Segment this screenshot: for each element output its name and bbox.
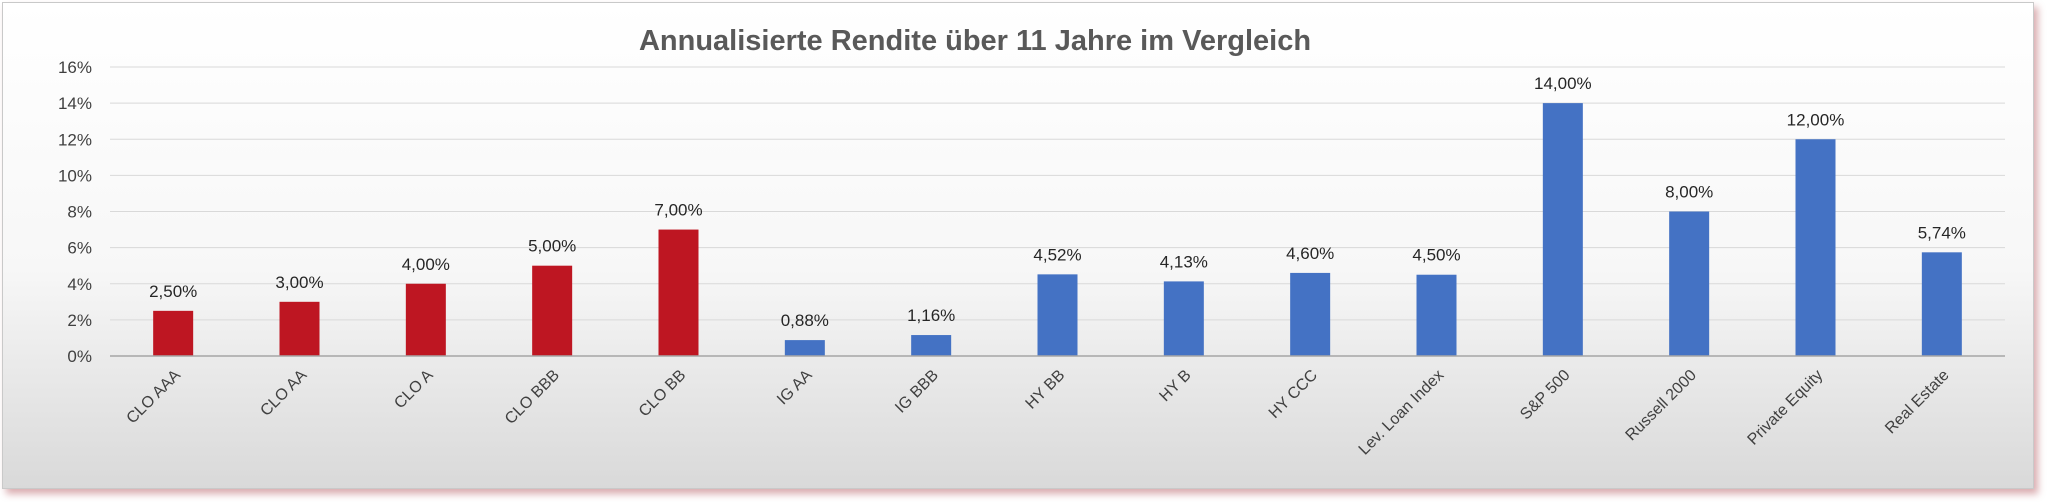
- bar: [1669, 211, 1710, 356]
- x-tick-label: CLO A: [391, 367, 437, 413]
- x-tick-label: Lev. Loan Index: [1356, 367, 1448, 459]
- y-tick-label: 16%: [58, 58, 92, 77]
- x-tick-label: Real Estate: [1882, 367, 1953, 438]
- data-label: 4,00%: [402, 255, 450, 274]
- y-tick-label: 4%: [67, 275, 92, 294]
- x-tick-label: CLO AAA: [124, 367, 185, 428]
- data-label: 4,50%: [1412, 246, 1460, 265]
- x-tick-label: CLO BB: [636, 367, 690, 421]
- y-tick-label: 10%: [58, 166, 92, 185]
- y-tick-label: 8%: [67, 203, 92, 222]
- x-tick-label: CLO AA: [257, 367, 310, 420]
- bar: [911, 335, 952, 356]
- bar: [1542, 103, 1583, 356]
- x-tick-label: HY CCC: [1266, 367, 1321, 422]
- x-tick-label: Russell 2000: [1623, 367, 1701, 445]
- bar: [658, 229, 699, 356]
- x-tick-label: CLO BBB: [502, 367, 563, 428]
- bar: [405, 283, 446, 356]
- x-tick-label: Private Equity: [1745, 367, 1827, 449]
- bar: [1416, 274, 1457, 356]
- x-tick-label: IG AA: [774, 367, 816, 409]
- data-label: 3,00%: [275, 273, 323, 292]
- bar: [1921, 252, 1962, 356]
- bar: [1037, 274, 1078, 356]
- data-label: 8,00%: [1665, 183, 1713, 202]
- bar: [153, 310, 194, 356]
- data-label: 5,74%: [1918, 223, 1966, 242]
- bar: [1163, 281, 1204, 356]
- data-label: 12,00%: [1787, 110, 1845, 129]
- data-label: 5,00%: [528, 237, 576, 256]
- y-tick-label: 6%: [67, 239, 92, 258]
- data-label: 4,13%: [1160, 252, 1208, 271]
- x-axis-category-labels: CLO AAA CLO AA CLO A CLO BBB CLO BB IG AA IG B…: [124, 367, 1953, 459]
- data-label: 1,16%: [907, 306, 955, 325]
- data-label: 0,88%: [781, 311, 829, 330]
- data-label: 4,60%: [1286, 244, 1334, 263]
- y-tick-label: 12%: [58, 130, 92, 149]
- x-tick-label: IG BBB: [892, 367, 942, 417]
- bar: [279, 301, 320, 356]
- data-label: 7,00%: [654, 201, 702, 220]
- chart-title: Annualisierte Rendite über 11 Jahre im V…: [639, 25, 1311, 57]
- y-tick-label: 14%: [58, 94, 92, 113]
- y-tick-label: 2%: [67, 311, 92, 330]
- bar: [1290, 272, 1331, 356]
- y-axis-tick-labels: 0% 2% 4% 6% 8% 10% 12% 14% 16%: [58, 58, 92, 366]
- x-tick-label: HY BB: [1023, 367, 1069, 413]
- bar: [532, 265, 573, 356]
- x-tick-label: S&P 500: [1517, 367, 1574, 424]
- bar: [1795, 139, 1836, 356]
- bars: [153, 103, 1962, 356]
- bar: [784, 340, 825, 356]
- data-label: 4,52%: [1033, 245, 1081, 264]
- y-tick-label: 0%: [67, 347, 92, 366]
- data-label: 2,50%: [149, 282, 197, 301]
- x-tick-label: HY B: [1156, 367, 1194, 405]
- data-label: 14,00%: [1534, 74, 1592, 93]
- data-labels: 2,50% 3,00% 4,00% 5,00% 7,00% 0,88% 1,16% 4,52%…: [149, 74, 1966, 330]
